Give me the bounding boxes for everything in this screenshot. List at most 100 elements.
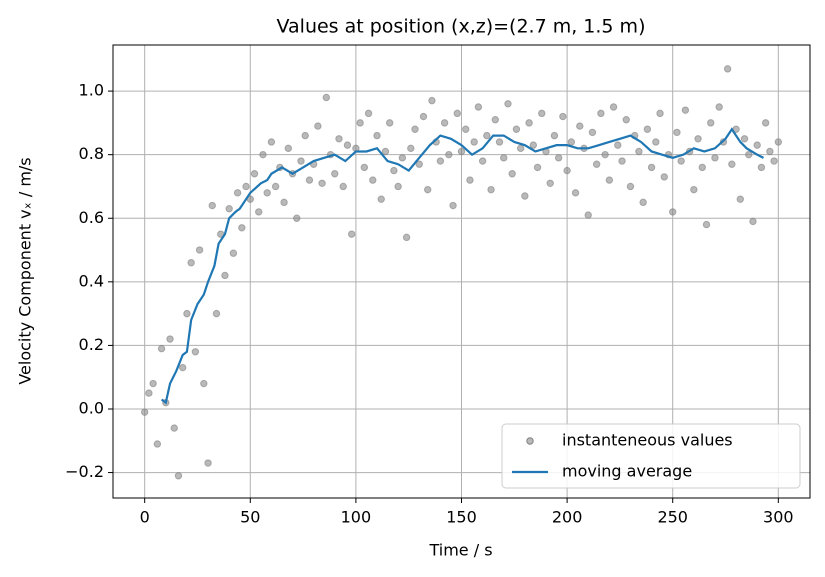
line (160, 127, 765, 405)
data-point (449, 201, 457, 210)
legend-label: moving average (562, 462, 692, 481)
y-tick-label: 0.4 (79, 271, 104, 290)
data-point (774, 138, 783, 146)
data-point (221, 271, 229, 280)
data-point (187, 259, 195, 267)
data-point (550, 131, 559, 140)
y-axis-label: Velocity Component vₓ / m/s (16, 157, 35, 384)
data-point (474, 103, 483, 111)
data-point (622, 116, 630, 124)
data-point (470, 138, 478, 146)
data-point (466, 176, 474, 184)
data-point (723, 65, 732, 73)
x-axis-label: Time / s (428, 541, 492, 560)
data-point (588, 128, 597, 137)
legend-label: instanteneous values (562, 431, 733, 450)
data-point (639, 198, 647, 207)
data-point (360, 163, 369, 172)
data-point (605, 176, 614, 184)
data-point (149, 379, 157, 388)
data-point (284, 144, 293, 153)
data-point (280, 198, 288, 207)
data-point (398, 154, 407, 162)
data-point (478, 157, 487, 165)
data-point (533, 163, 542, 172)
data-point (335, 135, 343, 143)
data-point (457, 147, 466, 156)
data-point (364, 109, 373, 118)
data-point (233, 189, 242, 197)
data-point (225, 205, 233, 213)
data-point (305, 176, 314, 184)
data-point (200, 379, 208, 388)
data-point (690, 185, 698, 194)
data-point (563, 166, 571, 175)
data-point (250, 170, 259, 178)
data-point (301, 131, 309, 140)
data-point (390, 166, 398, 175)
data-point (745, 150, 753, 159)
plot-frame (112, 44, 811, 499)
data-point (267, 138, 276, 146)
data-point (153, 440, 162, 448)
x-tick-label: 100 (341, 508, 372, 527)
data-point (208, 201, 216, 210)
data-point (538, 109, 546, 118)
data-point (424, 185, 432, 194)
data-point (271, 182, 280, 191)
data-point (609, 103, 618, 111)
data-point (753, 141, 761, 149)
data-point (766, 147, 774, 156)
data-point (195, 246, 204, 254)
data-point (504, 100, 512, 108)
data-point (614, 141, 622, 149)
data-point (576, 122, 584, 130)
x-tick-label: 0 (140, 508, 150, 527)
data-point (567, 138, 576, 146)
data-point (402, 233, 411, 242)
data-point (381, 147, 390, 156)
data-point (343, 141, 352, 149)
data-point (487, 185, 495, 194)
data-point (322, 93, 331, 102)
data-point (462, 125, 470, 133)
data-point (242, 182, 250, 191)
data-point (238, 224, 246, 232)
data-point (314, 122, 322, 130)
data-point (183, 309, 191, 318)
data-point (546, 179, 554, 187)
data-point (491, 116, 499, 124)
x-tick-label: 50 (240, 508, 260, 527)
data-point (356, 119, 364, 127)
data-point (445, 150, 453, 159)
data-point (618, 157, 626, 165)
data-point (516, 144, 525, 153)
data-point (694, 135, 702, 143)
data-point (339, 182, 347, 191)
data-point (525, 119, 533, 127)
data-point (711, 154, 719, 162)
data-point (761, 119, 770, 127)
data-point (419, 112, 428, 121)
data-point (259, 150, 267, 159)
data-point (702, 220, 711, 229)
legend-box (501, 423, 801, 489)
data-point (601, 150, 609, 159)
data-point (660, 173, 668, 181)
data-point (166, 335, 174, 343)
data-point (707, 119, 715, 127)
data-point (521, 192, 529, 200)
data-point (500, 154, 508, 162)
data-point (453, 109, 461, 118)
data-point (736, 195, 744, 203)
data-point (394, 182, 402, 191)
x-tick-label: 300 (763, 508, 794, 527)
data-point (647, 163, 656, 172)
data-point (635, 147, 643, 156)
data-point (508, 170, 516, 178)
data-point (584, 211, 592, 219)
chart-title: Values at position (x,z)=(2.7 m, 1.5 m) (277, 16, 646, 38)
data-point (770, 157, 778, 165)
y-tick-label: 1.0 (79, 81, 104, 100)
data-point (263, 189, 271, 197)
